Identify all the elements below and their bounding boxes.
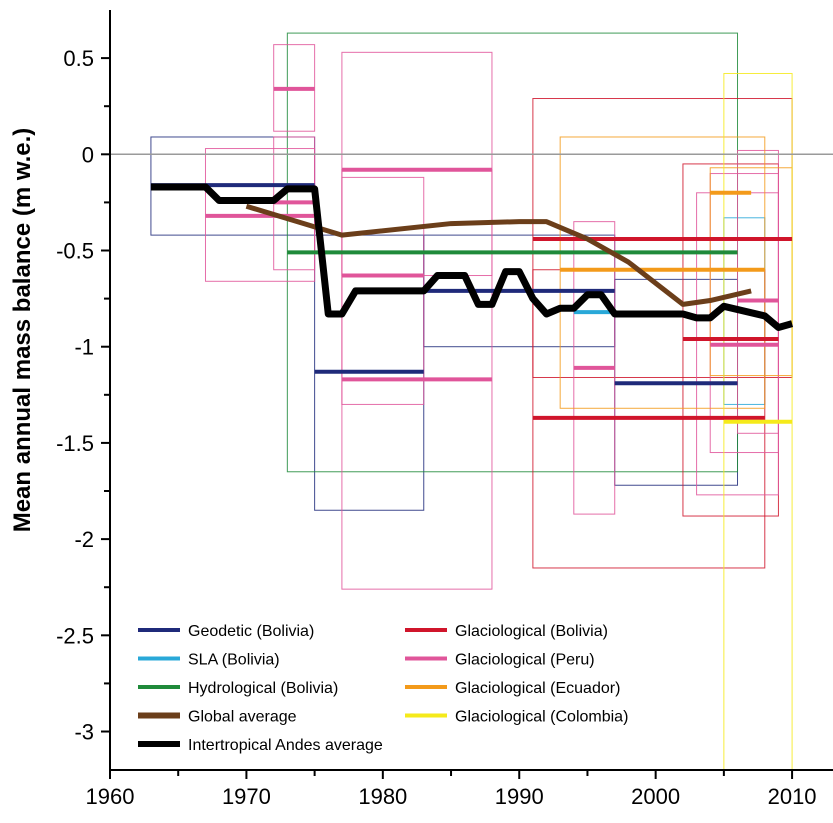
global-average-line (245, 203, 752, 307)
x-tick-label: 1970 (222, 784, 271, 809)
axes (109, 10, 833, 771)
y-tick-label: 0.5 (63, 46, 94, 71)
y-tick-label: -0.5 (56, 239, 94, 264)
y-tick-label: -1.5 (56, 431, 94, 456)
average-series (150, 183, 794, 331)
uncertainty-box (341, 51, 493, 277)
legend-label: Glaciological (Peru) (455, 652, 595, 669)
legend-entry: Glaciological (Colombia) (405, 709, 628, 726)
legend-entry: Glaciological (Ecuador) (405, 680, 620, 697)
y-tick-label: -1 (74, 335, 94, 360)
estimate-segments (150, 86, 793, 424)
axis-ticks: 1960 1970 1980 1990 2000 2010 0.5 0 -0.5 -1 -1.5 -2… (56, 46, 816, 809)
y-tick-label: 0 (82, 142, 94, 167)
legend: Geodetic (Bolivia) SLA (Bolivia) Hydrologi… (138, 623, 628, 754)
legend-entry: Glaciological (Bolivia) (405, 623, 608, 640)
legend-label: Glaciological (Ecuador) (455, 680, 620, 697)
legend-entry: Global average (138, 709, 297, 726)
legend-entry: Geodetic (Bolivia) (138, 623, 314, 640)
legend-label: Hydrological (Bolivia) (188, 680, 338, 697)
x-tick-label: 2000 (631, 784, 680, 809)
intertropical-andes-average-line (150, 183, 794, 331)
legend-label: Glaciological (Colombia) (455, 709, 628, 726)
y-tick-label: -3 (74, 720, 94, 745)
y-tick-label: -2.5 (56, 623, 94, 648)
x-tick-label: 1980 (358, 784, 407, 809)
legend-label: Global average (188, 709, 297, 726)
legend-entry: Glaciological (Peru) (405, 652, 595, 669)
y-tick-label: -2 (74, 527, 94, 552)
x-tick-label: 1990 (495, 784, 544, 809)
legend-label: SLA (Bolivia) (188, 652, 280, 669)
legend-entry: Hydrological (Bolivia) (138, 680, 338, 697)
x-tick-label: 2010 (768, 784, 817, 809)
x-tick-label: 1960 (86, 784, 135, 809)
legend-label: Intertropical Andes average (188, 737, 383, 754)
legend-entry: Intertropical Andes average (138, 737, 383, 754)
uncertainty-box (559, 136, 766, 409)
y-axis-label: Mean annual mass balance (m w.e.) (9, 128, 36, 533)
legend-label: Geodetic (Bolivia) (188, 623, 314, 640)
legend-entry: SLA (Bolivia) (138, 652, 280, 669)
legend-label: Glaciological (Bolivia) (455, 623, 608, 640)
